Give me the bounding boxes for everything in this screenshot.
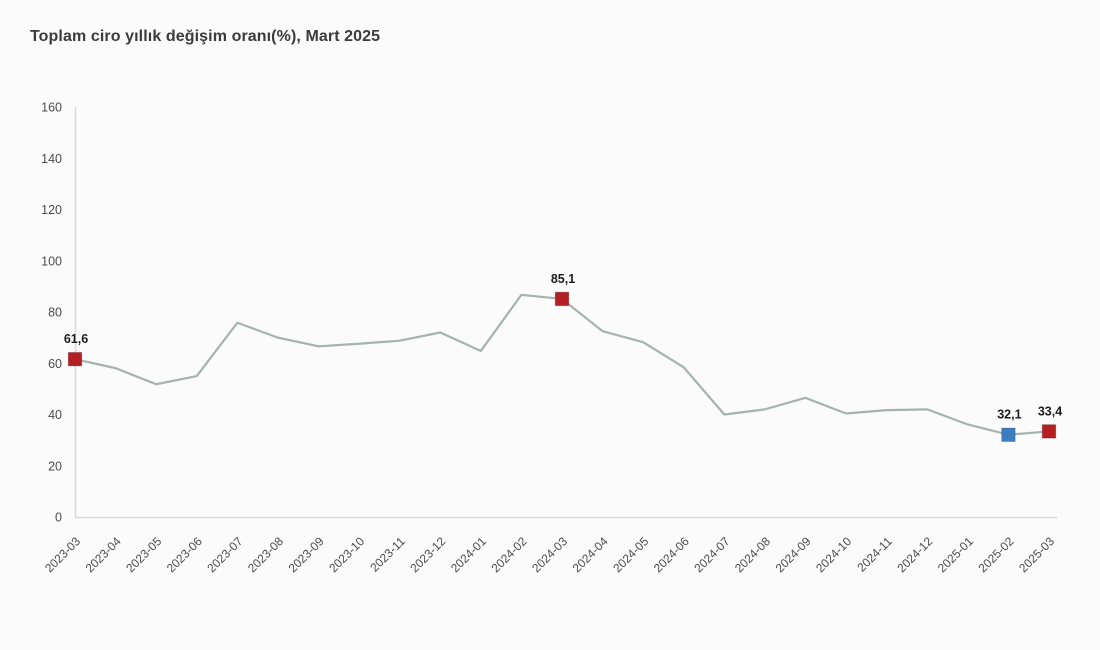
- y-tick-label: 40: [48, 408, 62, 422]
- y-tick-label: 80: [48, 306, 62, 320]
- x-tick-label: 2024-05: [610, 534, 651, 575]
- x-tick-label: 2024-04: [570, 534, 611, 575]
- x-tick-label: 2025-03: [1016, 534, 1057, 575]
- x-tick-label: 2023-10: [326, 534, 367, 575]
- y-tick-label: 120: [41, 203, 62, 217]
- chart-title: Toplam ciro yıllık değişim oranı(%), Mar…: [30, 28, 381, 45]
- data-point-label: 61,6: [64, 332, 88, 346]
- x-tick-label: 2024-07: [691, 534, 732, 575]
- data-point-marker: [1041, 424, 1057, 439]
- data-point-label: 32,1: [997, 408, 1021, 422]
- x-tick-label: 2024-03: [529, 534, 570, 575]
- y-tick-label: 100: [41, 254, 62, 268]
- x-tick-label: 2024-01: [448, 534, 489, 575]
- x-tick-label: 2023-09: [286, 534, 327, 575]
- x-tick-label: 2024-08: [732, 534, 773, 575]
- data-point-marker: [1001, 427, 1016, 442]
- x-tick-label: 2024-06: [651, 534, 692, 575]
- x-tick-label: 2023-05: [123, 534, 164, 575]
- x-tick-label: 2025-01: [935, 534, 976, 575]
- data-point-marker: [67, 351, 83, 367]
- x-tick-label: 2024-02: [488, 534, 529, 575]
- y-tick-label: 160: [41, 101, 62, 115]
- x-tick-label: 2023-08: [245, 534, 286, 575]
- data-point-label: 85,1: [551, 272, 575, 286]
- x-tick-label: 2024-11: [854, 534, 895, 575]
- x-tick-label: 2025-02: [975, 534, 1016, 575]
- data-point-marker: [554, 291, 570, 307]
- x-tick-label: 2023-11: [367, 534, 408, 575]
- x-tick-label: 2023-06: [164, 534, 205, 575]
- x-tick-label: 2023-07: [204, 534, 245, 575]
- x-tick-label: 2024-12: [894, 534, 935, 575]
- data-point-label: 33,4: [1038, 404, 1062, 418]
- y-tick-label: 60: [48, 357, 62, 371]
- y-tick-label: 0: [55, 511, 62, 525]
- x-tick-label: 2023-04: [83, 534, 124, 575]
- x-tick-label: 2023-03: [42, 534, 83, 575]
- x-tick-label: 2024-09: [773, 534, 814, 575]
- series-line: [73, 293, 1051, 436]
- x-tick-label: 2024-10: [813, 534, 854, 575]
- x-tick-label: 2023-12: [407, 534, 448, 575]
- y-tick-label: 20: [48, 459, 62, 473]
- y-tick-label: 140: [41, 152, 62, 166]
